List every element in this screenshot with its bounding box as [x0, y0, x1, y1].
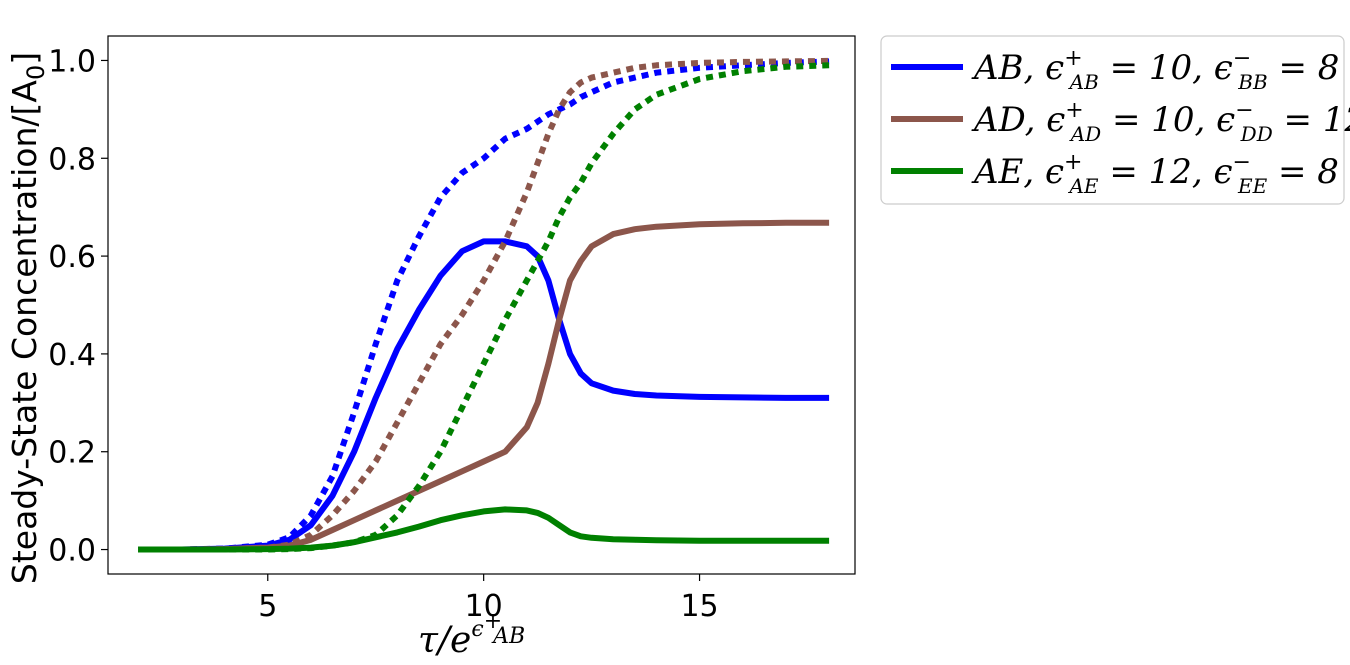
- y-tick-label: 1.0: [48, 44, 96, 79]
- legend-label-AE: AE, ϵ+ AE = 12, ϵ− EE = 8: [971, 150, 1339, 198]
- series-line-1-dotted: [138, 58, 830, 553]
- series-line-4-solid: [138, 506, 830, 553]
- y-axis-label-sub: 0: [22, 65, 50, 80]
- x-tick-label: 10: [465, 589, 503, 624]
- y-axis-label: Steady-State Concentration/[A0]: [5, 52, 50, 584]
- legend: AB, ϵ+ AB = 10, ϵ− BB = 8AD, ϵ+ AD = 10, ϵ−…: [880, 35, 1350, 205]
- y-tick-label: 0.6: [48, 240, 96, 275]
- series-lines: [138, 57, 830, 553]
- y-tick-label: 0.2: [48, 436, 96, 471]
- y-tick-label: 0.4: [48, 338, 96, 373]
- x-axis-label: τ/eϵ+ AB: [418, 609, 525, 661]
- y-tick-label: 0.0: [48, 534, 96, 569]
- legend-box: [880, 35, 1345, 205]
- series-line-2-solid: [138, 219, 830, 553]
- legend-label-AB: AB, ϵ+ AB = 10, ϵ− BB = 8: [971, 46, 1339, 94]
- legend-label-AD: AD, ϵ+AD = 10, ϵ−DD = 12: [971, 98, 1350, 146]
- axis-ticks: 5 10 15 0.0 0.2 0.4 0.6 0.8 1.0: [48, 44, 718, 624]
- x-tick-label: 15: [680, 589, 718, 624]
- y-tick-label: 0.8: [48, 142, 96, 177]
- series-line-0-solid: [138, 238, 830, 553]
- x-tick-label: 5: [258, 589, 277, 624]
- plot-frame: [107, 35, 856, 575]
- series-line-3-dotted: [138, 57, 830, 553]
